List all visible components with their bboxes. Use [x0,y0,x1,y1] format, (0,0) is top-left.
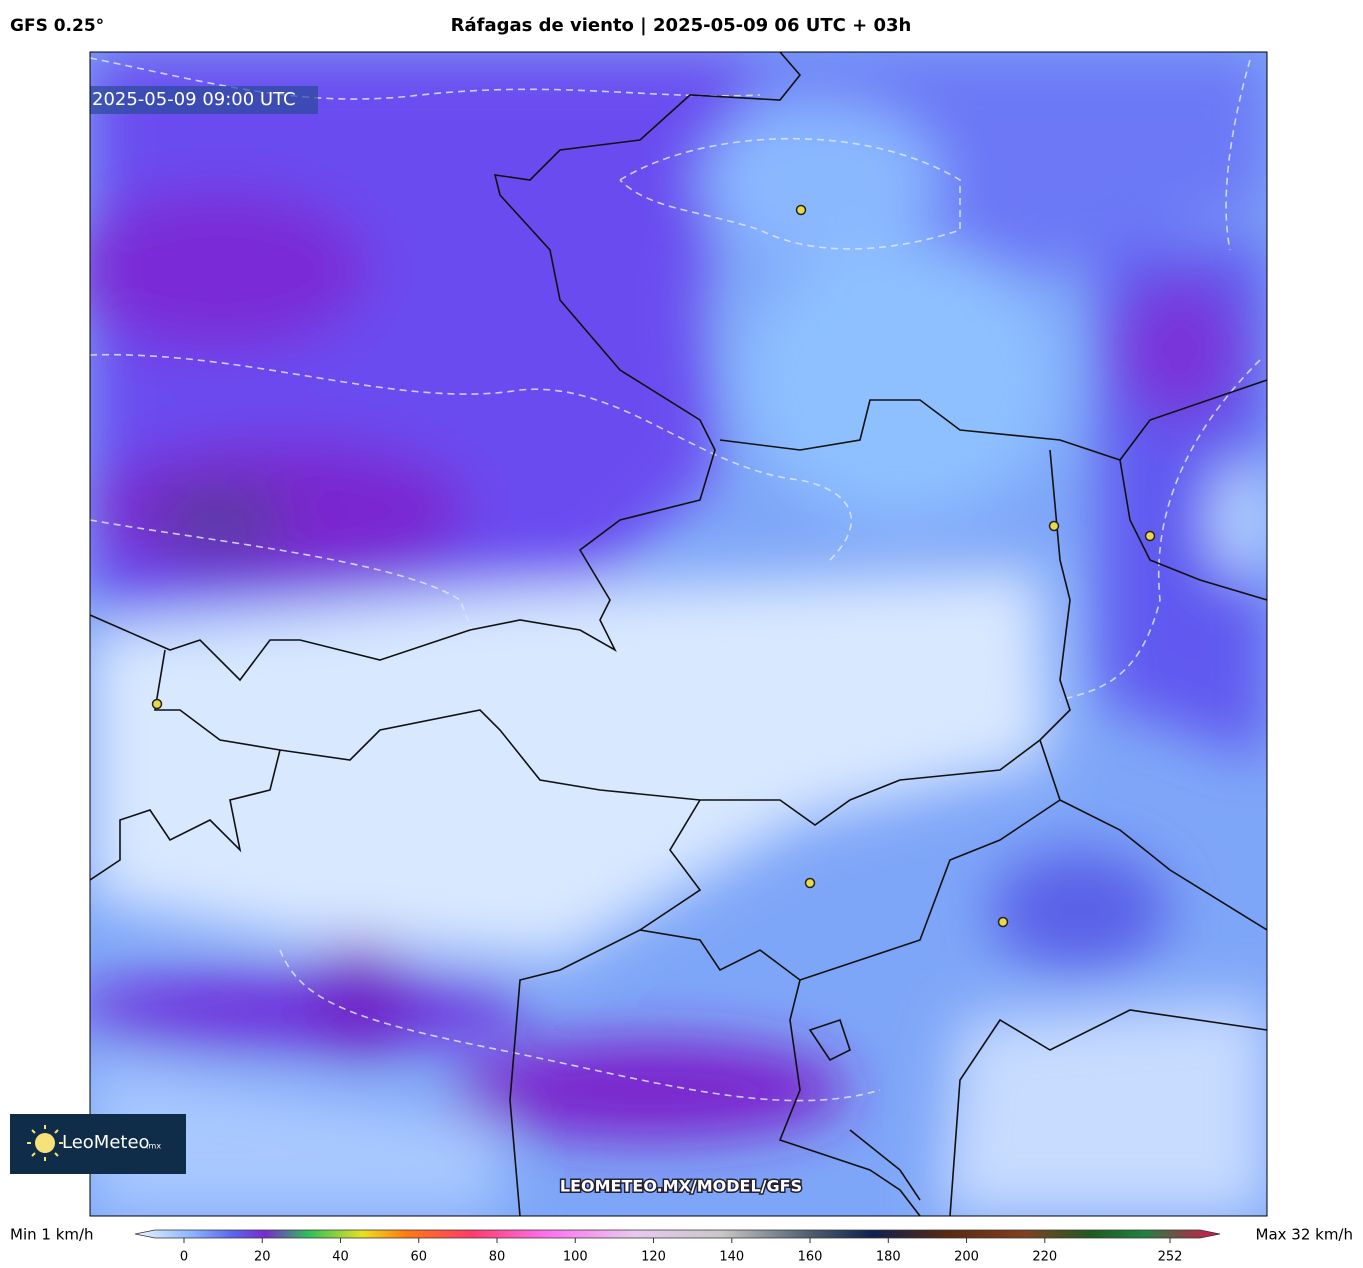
watermark: LEOMETEO.MX/MODEL/GFS [560,1177,802,1196]
colorbar-tick-label: 80 [489,1250,506,1265]
colorbar-tick-label: 100 [563,1250,588,1265]
colorbar-tick-label: 252 [1158,1250,1183,1265]
colorbar-tick-label: 140 [719,1250,744,1265]
map-title: Ráfagas de viento | 2025-05-09 06 UTC + … [451,15,912,36]
logo-name: LeoMeteo [62,1132,150,1153]
timestamp-box [90,86,318,114]
timestamp: 2025-05-09 09:00 UTC [92,89,296,110]
colorbar-tick-label: 20 [254,1250,271,1265]
colorbar-tick-label: 160 [798,1250,823,1265]
city-markers [151,204,1156,928]
colorbar-tick-label: 0 [180,1250,188,1265]
colorbar-tick-label: 180 [876,1250,901,1265]
colorbar-tick-label: 220 [1032,1250,1057,1265]
colorbar-tick-label: 120 [641,1250,666,1265]
colorbar-ticks: 0 20 40 60 80 100 120 140 160 180 200 220 252 [180,1238,1183,1265]
colorbar-tick-label: 200 [954,1250,979,1265]
map-frame [89,51,1268,1217]
colorbar-tick-label: 40 [332,1250,349,1265]
isobars [90,57,1261,1102]
colorbar [134,1229,1221,1239]
colorbar-tick-label: 60 [410,1250,427,1265]
colorbar-max-label: Max 32 km/h [1256,1226,1354,1244]
logo-sun [35,1133,55,1153]
colorbar-min-label: Min 1 km/h [10,1226,94,1244]
model-label: GFS 0.25° [10,16,104,36]
logo-rays [27,1125,63,1161]
wind-field [90,52,1267,1216]
logo-suffix: .mx [146,1142,161,1151]
map-area: 2025-05-09 09:00 UTC LEOMETEO.MX/MODEL/G… [90,52,1267,1216]
coastlines-borders [90,52,1267,1216]
